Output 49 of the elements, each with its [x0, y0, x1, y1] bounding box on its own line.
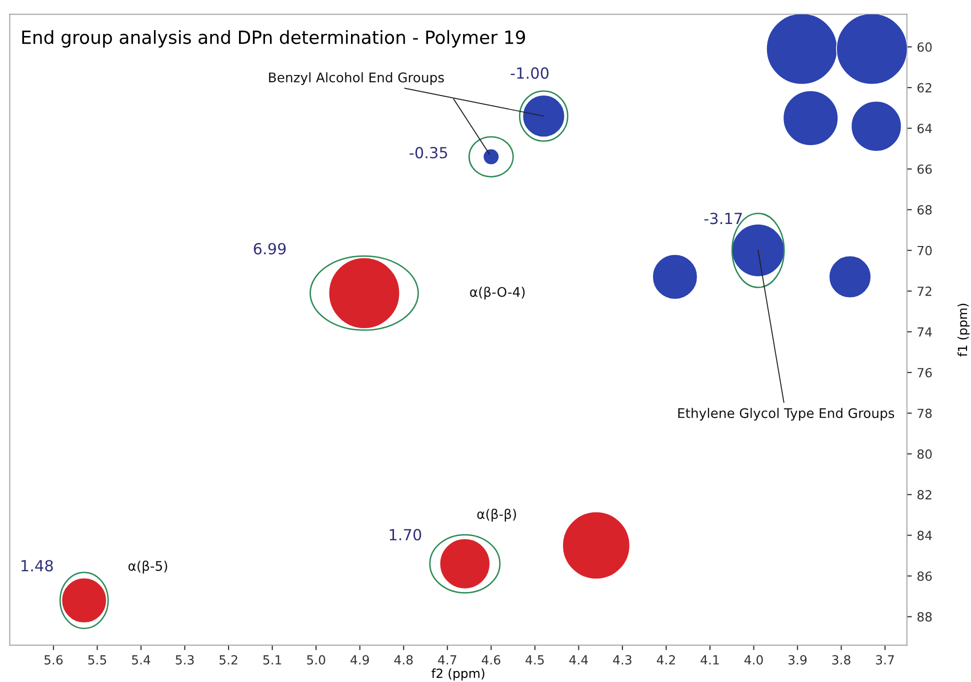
y-tick-label: 68 [918, 205, 932, 215]
x-tick-label: 3.7 [876, 655, 894, 665]
annotation: Ethylene Glycol Type End Groups [678, 408, 894, 421]
x-tick-label: 5.6 [44, 655, 63, 665]
annotation: 1.48 [22, 560, 53, 572]
x-tick-label: 5.2 [220, 655, 238, 665]
y-tick-label: 64 [918, 124, 932, 134]
y-tick-label: 80 [917, 449, 932, 459]
x-tick-label: 4.6 [482, 655, 500, 665]
y-axis-title: f1 (ppm) [958, 304, 970, 357]
annotation: 1.70 [390, 528, 422, 540]
annotation: α(β-5) [128, 560, 168, 574]
annotation: α(β-O-4) [470, 286, 525, 300]
y-tick-label: 86 [917, 571, 932, 581]
x-tick-label: 4.5 [526, 655, 544, 665]
x-axis-title: f2 (ppm) [432, 668, 484, 680]
y-tick-label: 74 [918, 327, 932, 337]
annotation: Benzyl Alcohol End Groups [269, 72, 444, 85]
annotation: 6.99 [254, 242, 286, 254]
x-tick-label: 4.1 [700, 655, 719, 664]
x-tick-label: 4.9 [350, 655, 369, 665]
y-tick-label: 66 [918, 164, 932, 174]
y-tick-label: 78 [918, 408, 932, 418]
x-tick-label: 4.8 [394, 655, 413, 665]
x-tick-label: 5.4 [132, 655, 150, 665]
annotation: α(β-β) [477, 508, 516, 522]
x-tick-label: 4.4 [569, 655, 588, 664]
y-tick-label: 84 [917, 530, 932, 540]
x-tick-label: 3.9 [788, 655, 807, 665]
y-tick-label: 72 [918, 286, 932, 296]
y-tick-label: 88 [917, 612, 932, 622]
text: End group analysis and DPn determination - Polymer 19 [22, 30, 526, 48]
y-tick-label: 60 [918, 42, 932, 52]
x-tick-label: 4.7 [438, 655, 456, 664]
x-tick-label: 4.0 [744, 655, 763, 665]
x-tick-label: 5.3 [176, 655, 194, 665]
x-tick-label: 5.1 [263, 655, 282, 665]
x-tick-label: 4.2 [656, 655, 675, 664]
x-tick-label: 4.3 [613, 655, 632, 665]
x-tick-label: 5.0 [307, 655, 326, 665]
annotation: -0.35 [410, 146, 448, 158]
annotation: -1.00 [510, 67, 549, 79]
y-tick-label: 82 [917, 490, 932, 500]
y-tick-label: 76 [918, 368, 932, 378]
y-tick-label: 62 [918, 83, 932, 93]
x-tick-label: 3.8 [832, 655, 850, 665]
annotation: -3.17 [704, 212, 742, 224]
y-tick-label: 70 [918, 246, 932, 256]
x-tick-label: 5.5 [88, 655, 106, 665]
